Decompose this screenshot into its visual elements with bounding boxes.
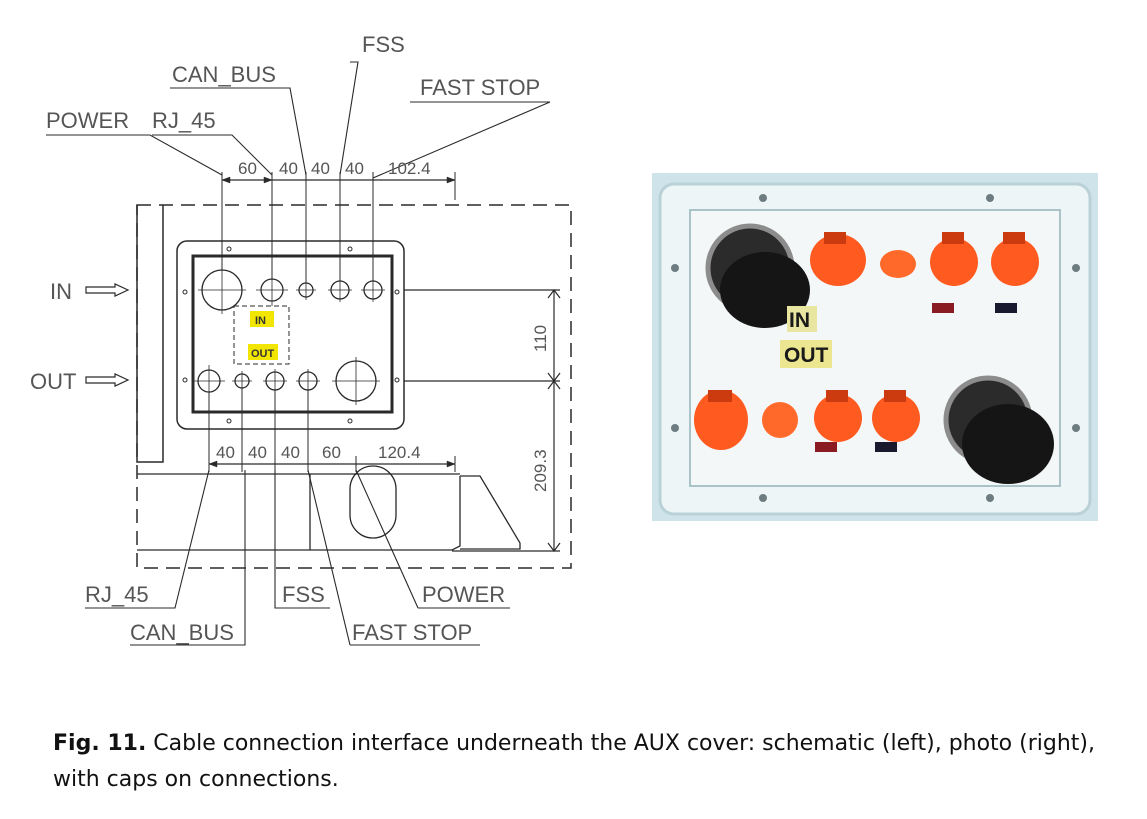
schematic-in-tag <box>250 311 274 327</box>
schematic-labels: POWER RJ_45 CAN_BUS FSS FAST STOP IN OUT… <box>30 32 550 645</box>
top-dim-2: 40 <box>279 159 298 178</box>
caption-label: Fig. 11. <box>53 731 147 756</box>
top-dim-4: 40 <box>345 159 364 178</box>
cable-slot <box>349 465 397 539</box>
connector-panel-outer <box>176 240 405 430</box>
photo-in-tag <box>787 306 817 332</box>
photo-top-row <box>705 223 1039 328</box>
top-dim-3: 40 <box>311 159 330 178</box>
bottom-row-connectors <box>193 357 380 405</box>
rj45-cap-in <box>810 234 866 286</box>
can-bus-cap-out <box>762 402 798 438</box>
vertical-dim-110: 110 <box>531 325 550 352</box>
schematic-in-tag-text: IN <box>255 315 266 327</box>
bottom-label-can-bus: CAN_BUS <box>130 620 234 645</box>
fast-stop-cap-in <box>991 238 1039 286</box>
side-label-out: OUT <box>30 369 76 394</box>
bottom-dim-1: 40 <box>216 443 235 462</box>
photo-screws <box>671 194 1080 502</box>
bottom-dim-5: 120.4 <box>378 443 421 462</box>
photo-bottom-row <box>694 375 1054 484</box>
connector-panel-inner <box>191 254 394 414</box>
lower-housing <box>137 473 461 551</box>
top-dim-1: 60 <box>238 159 257 178</box>
bottom-leader-lines <box>85 469 510 646</box>
in-out-tag-box <box>233 305 290 365</box>
bottom-label-power: POWER <box>422 582 505 607</box>
bottom-dim-4: 60 <box>322 443 341 462</box>
figure-caption: Fig. 11. Cable connection interface unde… <box>53 726 1133 798</box>
top-leader-lines <box>46 61 551 179</box>
photo-in-tag-text: IN <box>789 309 810 332</box>
bottom-label-fss: FSS <box>282 582 325 607</box>
top-label-rj45: RJ_45 <box>152 108 216 133</box>
schematic-out-tag-text: OUT <box>251 348 275 360</box>
out-arrow <box>85 373 130 387</box>
outer-dashed-outline <box>136 204 572 569</box>
bottom-dim-3: 40 <box>281 443 300 462</box>
caption-text: Cable connection interface underneath th… <box>53 731 1095 792</box>
photo: IN OUT <box>652 173 1098 521</box>
figure-canvas: POWER RJ_45 CAN_BUS FSS FAST STOP IN OUT… <box>30 32 1098 646</box>
fss-cap-in <box>930 238 978 286</box>
side-label-in: IN <box>50 279 72 304</box>
top-label-can-bus: CAN_BUS <box>172 62 276 87</box>
photo-out-tag <box>780 340 832 368</box>
figure: POWER RJ_45 CAN_BUS FSS FAST STOP IN OUT… <box>30 32 1098 646</box>
bottom-label-fast-stop: FAST STOP <box>352 620 472 645</box>
bottom-label-rj45: RJ_45 <box>85 582 149 607</box>
photo-out-tag-text: OUT <box>784 344 829 367</box>
fss-cap-out <box>814 394 862 442</box>
mounting-holes <box>182 246 400 424</box>
top-label-fast-stop: FAST STOP <box>420 75 540 100</box>
top-label-fss: FSS <box>362 32 405 57</box>
in-arrow <box>85 283 130 297</box>
fast-stop-cap-out <box>872 394 920 442</box>
vertical-dim-209-3: 209.3 <box>531 449 550 492</box>
top-row-connectors <box>198 266 385 314</box>
rj45-cap-out <box>694 390 748 450</box>
schematic-out-tag <box>248 344 278 360</box>
can-bus-cap-in <box>880 250 916 278</box>
top-dim-5: 102.4 <box>388 159 431 178</box>
left-housing <box>136 205 164 463</box>
top-label-power: POWER <box>46 108 129 133</box>
schematic <box>46 61 572 646</box>
bottom-dim-2: 40 <box>248 443 267 462</box>
